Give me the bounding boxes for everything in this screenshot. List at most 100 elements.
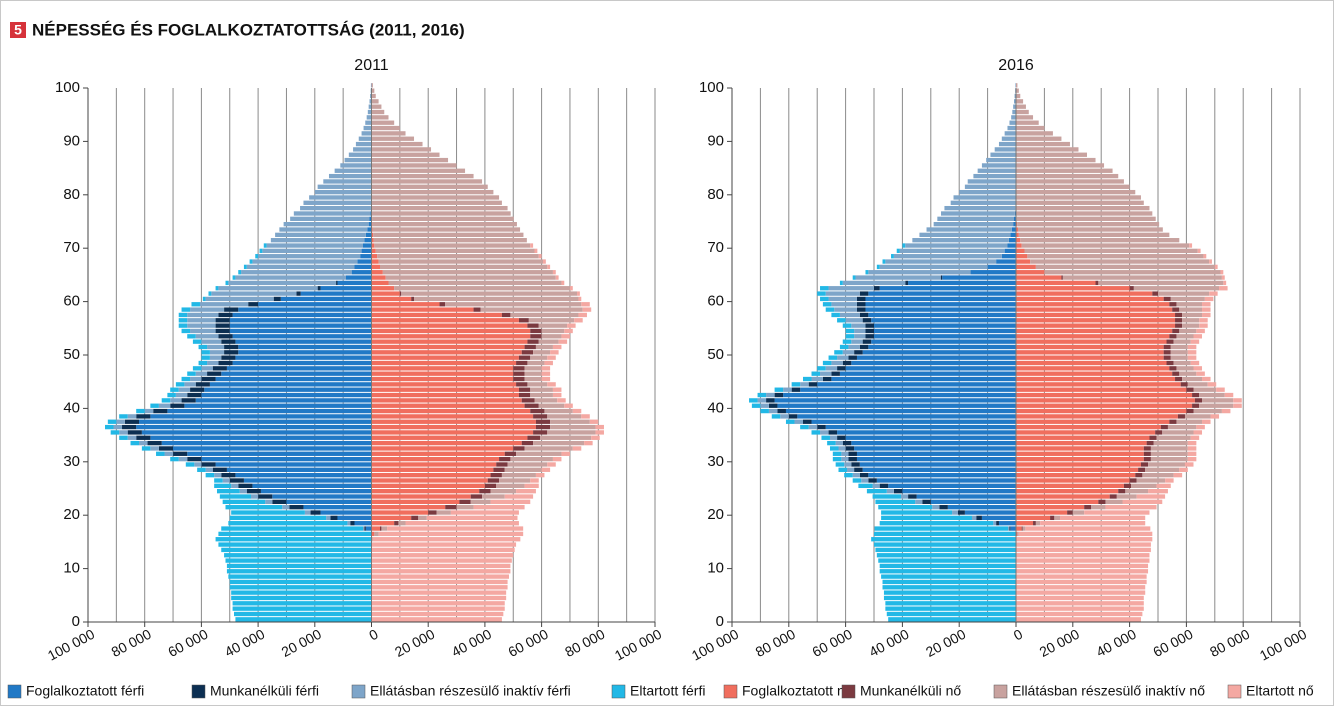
bar [1016, 531, 1018, 537]
legend-swatch [723, 684, 738, 699]
bar [858, 483, 873, 488]
bar [127, 435, 137, 440]
bar [879, 563, 1016, 569]
bar [1016, 344, 1164, 350]
bar [1016, 526, 1022, 531]
bar [868, 291, 1016, 296]
bar [1016, 483, 1124, 488]
bar [371, 505, 446, 510]
bar [141, 430, 372, 435]
bar [1016, 611, 1143, 617]
bar [1016, 355, 1164, 360]
bar [868, 270, 971, 275]
bar [358, 136, 372, 141]
bar [260, 489, 372, 494]
bar [760, 403, 769, 408]
y-tick-label: 30 [63, 453, 80, 470]
bar [882, 259, 886, 264]
bar [835, 440, 843, 446]
bar [190, 307, 225, 312]
legend-label: Munkanélküli nő [860, 683, 961, 699]
bar [800, 387, 1016, 392]
bar [224, 307, 239, 312]
bar [1175, 312, 1183, 318]
bar [521, 440, 534, 446]
bars [749, 83, 1242, 622]
bar [572, 408, 582, 414]
bar [113, 424, 123, 430]
bar [865, 334, 874, 339]
bar [1199, 318, 1208, 323]
bar [1193, 408, 1222, 414]
bar [874, 323, 1016, 328]
bar [371, 157, 449, 163]
y-tick-label: 80 [707, 186, 724, 203]
bar [1016, 104, 1026, 109]
bar [1202, 419, 1211, 424]
bar [595, 424, 604, 430]
bar [555, 275, 559, 280]
bar [530, 392, 553, 398]
bar [1008, 238, 1016, 243]
bar [226, 569, 372, 574]
bar [214, 483, 232, 488]
bar [450, 510, 519, 515]
bar [1221, 275, 1225, 280]
bar [1169, 366, 1177, 371]
bar [238, 344, 372, 350]
bar [839, 344, 849, 350]
bar [232, 360, 372, 366]
y-tick-label: 0 [72, 613, 80, 630]
bar [445, 505, 457, 510]
bar [852, 472, 860, 478]
bar [1233, 398, 1242, 403]
bar [119, 430, 128, 435]
bar [369, 216, 372, 221]
bar [266, 243, 363, 248]
bar [1187, 344, 1197, 350]
bar [218, 531, 372, 537]
bar [845, 328, 855, 334]
bar [326, 515, 331, 521]
bar [216, 489, 240, 494]
bar [363, 125, 372, 131]
bar [1170, 296, 1205, 302]
bar [527, 435, 541, 440]
bar [564, 328, 573, 334]
bar [547, 355, 556, 360]
bar [371, 173, 474, 179]
bar [1016, 205, 1150, 211]
bar [1021, 243, 1190, 248]
bar [1016, 590, 1146, 595]
bar [371, 120, 395, 125]
bar [1170, 344, 1188, 350]
bar [504, 451, 517, 456]
bar [893, 489, 903, 494]
bar [136, 435, 151, 440]
bar [811, 371, 821, 376]
bar [1118, 489, 1126, 494]
bar [1016, 617, 1141, 622]
bar [1184, 414, 1211, 419]
bar [1001, 136, 1016, 141]
bar [347, 521, 351, 526]
bar [272, 494, 372, 499]
bar [1016, 232, 1019, 238]
bar [150, 446, 159, 451]
bar [885, 259, 997, 264]
bar [882, 579, 1016, 585]
bar [235, 339, 372, 344]
bar [354, 521, 372, 526]
bar [811, 376, 823, 382]
bar [1016, 270, 1045, 275]
bar [837, 430, 1016, 435]
bar [970, 270, 1016, 275]
bar [231, 590, 372, 595]
bar [524, 344, 536, 350]
bar [1187, 350, 1197, 355]
bar [831, 371, 840, 376]
bar [211, 291, 297, 296]
bar [1105, 505, 1157, 510]
bar [167, 408, 372, 414]
bar [248, 302, 259, 307]
